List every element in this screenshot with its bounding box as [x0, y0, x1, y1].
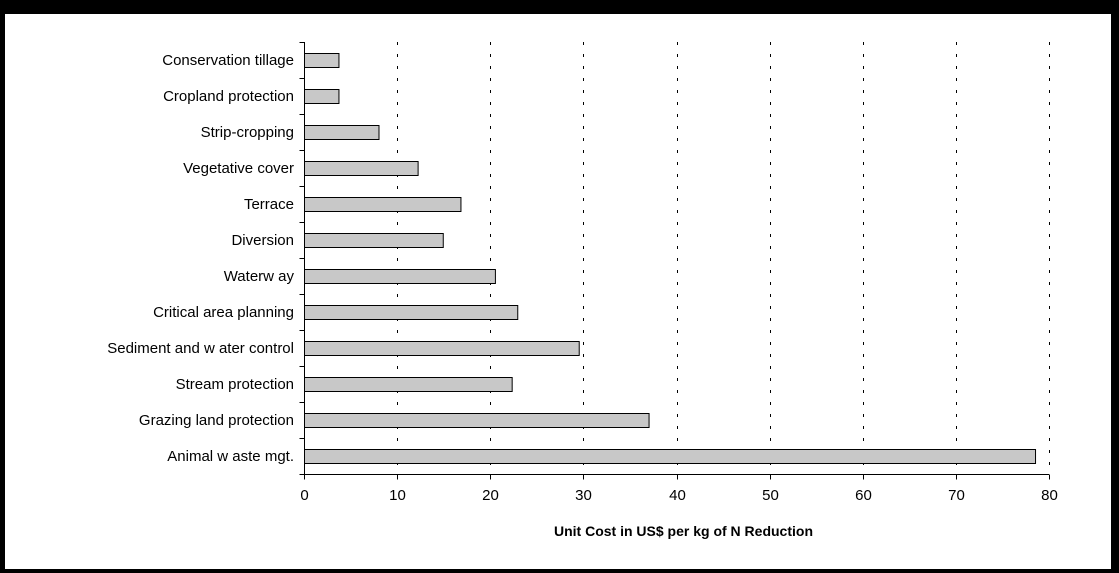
category-label-8: Sediment and w ater control — [107, 340, 294, 357]
bar-1 — [304, 89, 340, 104]
x-tick-label-20: 20 — [482, 487, 499, 504]
category-label-9: Stream protection — [176, 376, 294, 393]
category-label-1: Cropland protection — [163, 88, 294, 105]
bar-11 — [304, 449, 1037, 464]
x-tick-label-0: 0 — [300, 487, 308, 504]
bar-3 — [304, 161, 419, 176]
category-labels: Conservation tillage Cropland protection S… — [107, 52, 294, 465]
bar-0 — [304, 53, 340, 68]
x-tick-label-30: 30 — [575, 487, 592, 504]
category-label-10: Grazing land protection — [139, 412, 294, 429]
gridlines — [397, 42, 1050, 474]
x-tick-label-70: 70 — [948, 487, 965, 504]
x-tick-labels: 0 10 20 30 40 50 60 70 80 — [300, 487, 1058, 504]
bar-5 — [304, 233, 444, 248]
bar-8 — [304, 341, 580, 356]
axes — [299, 42, 1050, 480]
category-label-6: Waterw ay — [224, 268, 295, 285]
x-tick-label-80: 80 — [1041, 487, 1058, 504]
bar-6 — [304, 269, 496, 284]
category-label-0: Conservation tillage — [162, 52, 294, 69]
category-label-7: Critical area planning — [153, 304, 294, 321]
x-tick-label-50: 50 — [762, 487, 779, 504]
bar-7 — [304, 305, 519, 320]
bar-2 — [304, 125, 380, 140]
bars — [304, 53, 1037, 464]
category-label-5: Diversion — [231, 232, 294, 249]
x-tick-label-10: 10 — [389, 487, 406, 504]
x-axis-label: Unit Cost in US$ per kg of N Reduction — [554, 523, 813, 539]
category-label-2: Strip-cropping — [201, 124, 294, 141]
x-tick-label-60: 60 — [855, 487, 872, 504]
bar-10 — [304, 413, 650, 428]
category-label-3: Vegetative cover — [183, 160, 294, 177]
category-label-11: Animal w aste mgt. — [167, 448, 294, 465]
x-tick-label-40: 40 — [669, 487, 686, 504]
bar-chart: Conservation tillage Cropland protection S… — [107, 42, 1058, 539]
bar-9 — [304, 377, 513, 392]
bar-4 — [304, 197, 462, 212]
chart-frame: Conservation tillage Cropland protection S… — [5, 14, 1111, 569]
category-label-4: Terrace — [244, 196, 294, 213]
